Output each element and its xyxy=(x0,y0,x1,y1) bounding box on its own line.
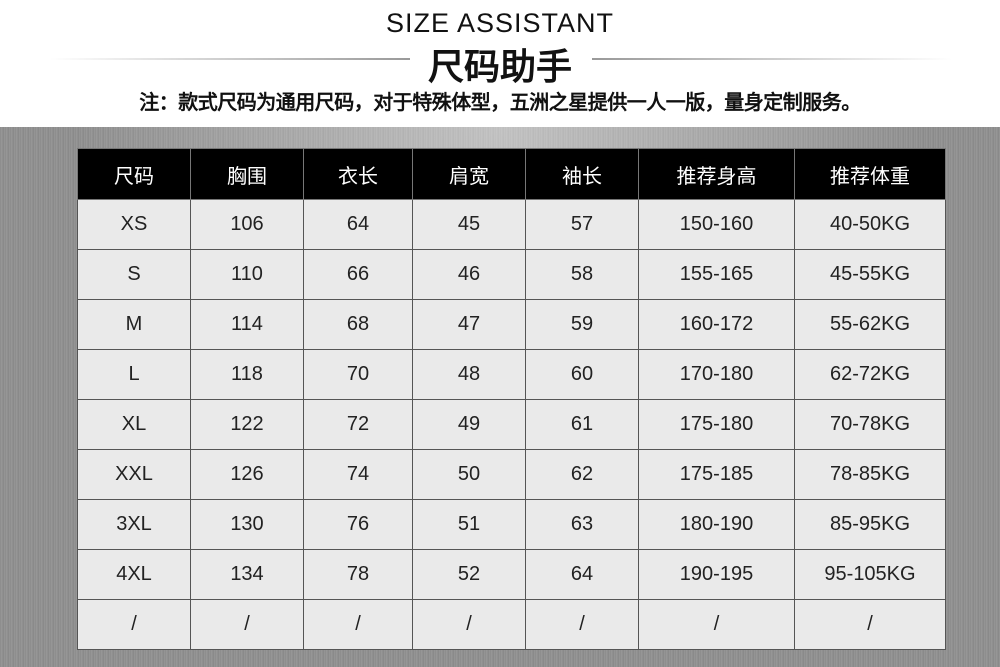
table-cell: XS xyxy=(77,199,191,250)
column-header: 尺码 xyxy=(77,148,191,200)
table-cell: 57 xyxy=(525,199,639,250)
table-cell: 59 xyxy=(525,299,639,350)
table-cell: 150-160 xyxy=(638,199,795,250)
header: SIZE ASSISTANT 尺码助手 注：款式尺码为通用尺码，对于特殊体型，五… xyxy=(0,0,1000,127)
table-cell: 118 xyxy=(190,349,304,400)
table-cell: 70 xyxy=(303,349,413,400)
table-cell: 70-78KG xyxy=(794,399,946,450)
table-cell: 68 xyxy=(303,299,413,350)
table-cell: L xyxy=(77,349,191,400)
table-cell: 175-180 xyxy=(638,399,795,450)
table-row: L 118 70 48 60 170-180 62-72KG xyxy=(77,349,946,400)
column-header: 推荐身高 xyxy=(638,148,795,200)
title-cn: 尺码助手 xyxy=(427,46,572,88)
title-en: SIZE ASSISTANT xyxy=(385,8,615,38)
table-cell: 55-62KG xyxy=(794,299,946,350)
table-cell: 110 xyxy=(190,249,304,300)
table-cell: / xyxy=(77,599,191,650)
table-header-row: 尺码 胸围 衣长 肩宽 袖长 推荐身高 推荐体重 xyxy=(77,148,946,200)
table-cell: 114 xyxy=(190,299,304,350)
table-cell: 46 xyxy=(412,249,526,300)
table-cell: 50 xyxy=(412,449,526,500)
table-cell: 170-180 xyxy=(638,349,795,400)
table-cell: / xyxy=(412,599,526,650)
table-row: 4XL 134 78 52 64 190-195 95-105KG xyxy=(77,549,946,600)
table-cell: 45 xyxy=(412,199,526,250)
divider-right xyxy=(592,58,952,60)
size-note: 注：款式尺码为通用尺码，对于特殊体型，五洲之星提供一人一版，量身定制服务。 xyxy=(139,90,861,114)
table-cell: 47 xyxy=(412,299,526,350)
column-header: 袖长 xyxy=(525,148,639,200)
table-cell: 40-50KG xyxy=(794,199,946,250)
column-header: 肩宽 xyxy=(412,148,526,200)
table-row: 3XL 130 76 51 63 180-190 85-95KG xyxy=(77,499,946,550)
table-cell: 76 xyxy=(303,499,413,550)
table-cell: 130 xyxy=(190,499,304,550)
table-cell: 155-165 xyxy=(638,249,795,300)
table-cell: 95-105KG xyxy=(794,549,946,600)
table-cell: 122 xyxy=(190,399,304,450)
table-cell: 78-85KG xyxy=(794,449,946,500)
table-cell: 64 xyxy=(525,549,639,600)
table-row: / / / / / / / xyxy=(77,599,946,650)
table-cell: 74 xyxy=(303,449,413,500)
table-cell: 78 xyxy=(303,549,413,600)
table-cell: / xyxy=(190,599,304,650)
table-cell: 4XL xyxy=(77,549,191,600)
table-cell: 3XL xyxy=(77,499,191,550)
table-cell: 63 xyxy=(525,499,639,550)
table-cell: 52 xyxy=(412,549,526,600)
table-cell: XL xyxy=(77,399,191,450)
column-header: 推荐体重 xyxy=(794,148,946,200)
table-cell: 62-72KG xyxy=(794,349,946,400)
table-row: M 114 68 47 59 160-172 55-62KG xyxy=(77,299,946,350)
table-cell: / xyxy=(525,599,639,650)
table-cell: 160-172 xyxy=(638,299,795,350)
table-cell: 60 xyxy=(525,349,639,400)
table-cell: 85-95KG xyxy=(794,499,946,550)
table-cell: 106 xyxy=(190,199,304,250)
table-cell: 58 xyxy=(525,249,639,300)
table-cell: 72 xyxy=(303,399,413,450)
table-cell: 134 xyxy=(190,549,304,600)
table-cell: / xyxy=(794,599,946,650)
table-cell: / xyxy=(303,599,413,650)
table-row: XL 122 72 49 61 175-180 70-78KG xyxy=(77,399,946,450)
table-cell: 190-195 xyxy=(638,549,795,600)
column-header: 衣长 xyxy=(303,148,413,200)
table-cell: 49 xyxy=(412,399,526,450)
table-cell: 51 xyxy=(412,499,526,550)
table-row: S 110 66 46 58 155-165 45-55KG xyxy=(77,249,946,300)
table-cell: 126 xyxy=(190,449,304,500)
table-cell: / xyxy=(638,599,795,650)
size-table: 尺码 胸围 衣长 肩宽 袖长 推荐身高 推荐体重 XS 106 64 45 57 150-160 40-… xyxy=(77,148,946,650)
table-cell: 48 xyxy=(412,349,526,400)
divider-left xyxy=(50,58,410,60)
table-cell: 45-55KG xyxy=(794,249,946,300)
table-cell: 180-190 xyxy=(638,499,795,550)
table-cell: M xyxy=(77,299,191,350)
table-cell: 66 xyxy=(303,249,413,300)
table-cell: S xyxy=(77,249,191,300)
table-row: XXL 126 74 50 62 175-185 78-85KG xyxy=(77,449,946,500)
column-header: 胸围 xyxy=(190,148,304,200)
table-cell: 61 xyxy=(525,399,639,450)
table-cell: XXL xyxy=(77,449,191,500)
table-row: XS 106 64 45 57 150-160 40-50KG xyxy=(77,199,946,250)
table-cell: 62 xyxy=(525,449,639,500)
table-cell: 64 xyxy=(303,199,413,250)
table-cell: 175-185 xyxy=(638,449,795,500)
